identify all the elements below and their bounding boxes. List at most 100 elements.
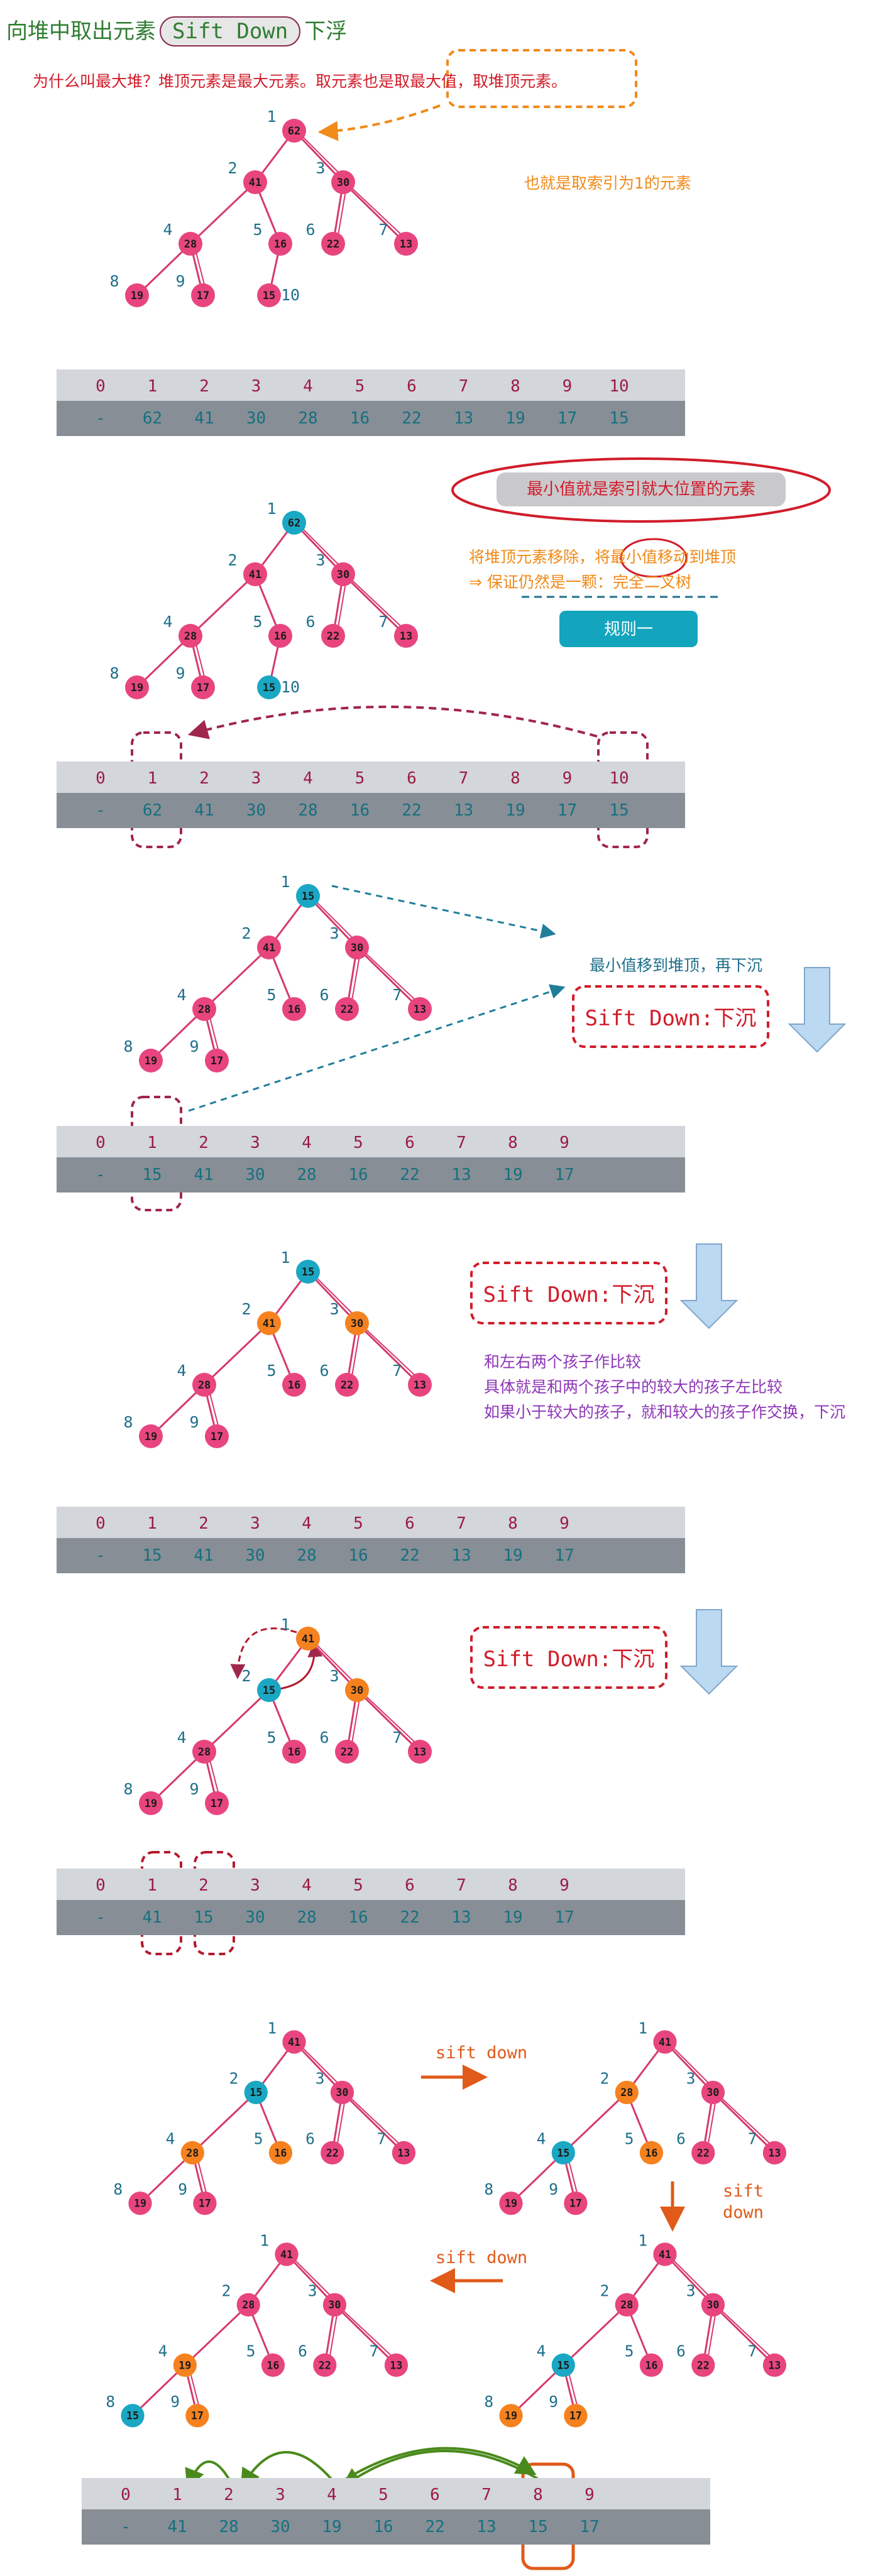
array-index-cell: 9	[563, 769, 573, 788]
node-circle	[128, 2191, 152, 2215]
title-suffix: 下浮	[304, 19, 348, 44]
tree-edge-double	[346, 183, 410, 243]
node-index-label: 10	[281, 678, 300, 696]
heap-tree-3: 15 1 41 2 30 3 28 4 16 5 22 6 13 7 19 8 17 9	[123, 873, 432, 1072]
node-index-label: 8	[109, 664, 119, 682]
node-index-label: 7	[748, 2342, 757, 2360]
node-value: 17	[569, 2410, 582, 2422]
node-value: 30	[706, 2087, 719, 2098]
heap-node: 30 3	[329, 1300, 369, 1335]
node-index-label: 5	[625, 2130, 634, 2148]
node-circle	[408, 1373, 432, 1397]
heap-node: 16 5	[625, 2130, 664, 2165]
tree-edge	[510, 2152, 564, 2204]
heap-node: 17 9	[189, 1037, 229, 1072]
array-value-cell: 30	[246, 409, 266, 428]
heap-node: 19 8	[123, 1037, 163, 1072]
array-index-cell: 5	[353, 1514, 363, 1533]
array-value-cell: 22	[425, 2518, 444, 2536]
node-value: 28	[620, 2299, 633, 2311]
node-circle	[275, 2242, 299, 2266]
node-circle	[244, 2080, 268, 2104]
node-value: 15	[302, 890, 314, 903]
node-index-label: 10	[281, 286, 300, 304]
heap-node: 19 8	[123, 1780, 163, 1815]
sift-down-3-text: Sift Down:下沉	[483, 1647, 655, 1672]
page-title: 向堆中取出元素 Sift Down 下浮	[6, 14, 347, 46]
node-value: 16	[274, 2147, 287, 2159]
array-index-cell: 1	[147, 1514, 157, 1533]
node-value: 22	[326, 2147, 339, 2159]
tree-edge	[136, 243, 192, 297]
node-value: 30	[351, 1318, 363, 1330]
tree-edge-double	[716, 2093, 779, 2153]
array-value-cell: 15	[194, 1908, 213, 1927]
node-circle	[701, 2293, 725, 2317]
heap-tree-8: 41 1 28 2 30 3 15 4 16 5 22 6 13 7 19 8 17 9	[484, 2231, 787, 2428]
array-index-cell: 7	[459, 377, 469, 396]
heap-node: 15 1	[280, 1248, 320, 1284]
heap-tree-7: 41 1 28 2 30 3 15 4 16 5 22 6 13 7 19 8 17 9	[484, 2019, 787, 2215]
node-value: 19	[178, 2359, 191, 2371]
heap-node: 17 9	[175, 664, 215, 699]
heap-node: 13 7	[748, 2342, 787, 2377]
heap-node: 22 6	[305, 613, 345, 648]
annotation-remove-top-2: ⇒ 保证仍然是一颗：完全二叉树	[469, 573, 691, 591]
node-circle	[499, 2191, 523, 2215]
array-value-cell: 13	[451, 1546, 471, 1565]
heap-tree-5: 41 1 15 2 30 3 28 4 16 5 22 6 13 7 19 8 17 9	[123, 1615, 432, 1815]
node-circle	[499, 2404, 523, 2428]
node-value: 17	[211, 1055, 223, 1067]
array-index-cell: 5	[353, 1133, 363, 1152]
node-value: 15	[557, 2359, 569, 2371]
node-index-label: 2	[241, 1667, 251, 1685]
annotation-move-then-sink: 最小值移到堆顶，再下沉	[590, 956, 762, 974]
array-index-cell: 5	[378, 2486, 388, 2504]
node-value: 13	[400, 630, 412, 643]
node-value: 13	[768, 2147, 781, 2159]
heap-node: 19 4	[158, 2342, 197, 2377]
array-value-cell: 16	[348, 1165, 368, 1184]
array-index-cell: 3	[250, 1514, 260, 1533]
heap-node: 15 10	[257, 675, 300, 699]
node-index-label: 1	[266, 499, 276, 518]
node-index-label: 3	[686, 2282, 696, 2300]
node-value: 15	[263, 290, 275, 302]
heap-node: 17 9	[170, 2393, 209, 2428]
heap-node: 15 4	[537, 2342, 575, 2377]
node-circle	[408, 1740, 432, 1764]
node-value: 41	[249, 177, 261, 189]
node-circle	[282, 1740, 306, 1764]
node-index-label: 4	[537, 2342, 546, 2360]
node-index-label: 7	[378, 221, 388, 239]
node-value: 22	[327, 630, 339, 643]
node-value: 17	[211, 1798, 223, 1810]
array-value-cell: 41	[194, 1165, 213, 1184]
node-value: 16	[288, 1003, 300, 1016]
array-value-cell: 17	[579, 2518, 599, 2536]
node-index-label: 8	[113, 2180, 123, 2198]
node-circle	[257, 1311, 281, 1335]
node-index-label: 5	[266, 1728, 276, 1747]
array-index-cell: 4	[302, 1133, 312, 1152]
array-value-cell: 30	[270, 2518, 290, 2536]
node-value: 22	[341, 1746, 353, 1759]
node-circle	[345, 1678, 369, 1702]
tree-edge-double	[346, 575, 410, 635]
title-highlight: Sift Down	[160, 16, 301, 46]
node-value: 41	[288, 2036, 300, 2048]
node-value: 16	[266, 2359, 279, 2371]
array-index-cell: 6	[405, 1876, 415, 1895]
array-value-cell: 28	[297, 1908, 316, 1927]
node-circle	[139, 1049, 163, 1072]
node-circle	[335, 1740, 359, 1764]
array-value-cell: 17	[554, 1546, 574, 1565]
heap-node: 16 5	[253, 221, 292, 256]
heap-array-6: 0 1 2 3 4 5 6 7 8 9 - 41 28 30 19 16 22 13 15 17	[82, 2478, 710, 2545]
array-index-cell: 3	[250, 1876, 260, 1895]
min-value-circle	[620, 538, 688, 578]
heap-node: 30 3	[686, 2282, 725, 2317]
heap-node: 28 4	[177, 1728, 216, 1764]
node-index-label: 9	[549, 2393, 558, 2411]
node-value: 16	[288, 1746, 300, 1759]
